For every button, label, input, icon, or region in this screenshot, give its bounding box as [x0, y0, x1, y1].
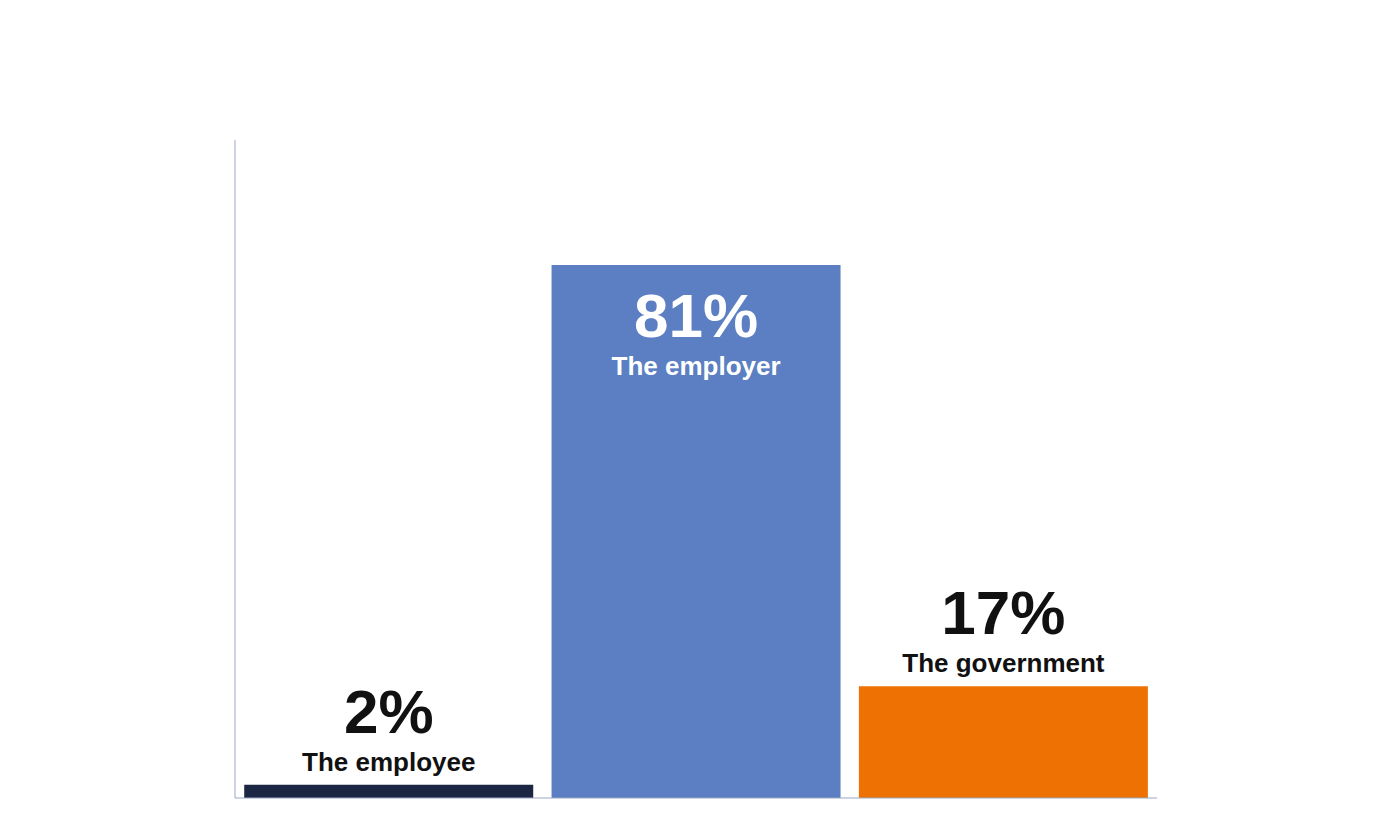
svg-text:2%: 2%	[344, 677, 434, 746]
svg-text:17%: 17%	[941, 578, 1065, 647]
svg-text:The employer: The employer	[612, 351, 781, 381]
svg-text:81%: 81%	[634, 281, 758, 350]
svg-text:The employee: The employee	[302, 747, 475, 777]
svg-text:The government: The government	[902, 648, 1105, 678]
